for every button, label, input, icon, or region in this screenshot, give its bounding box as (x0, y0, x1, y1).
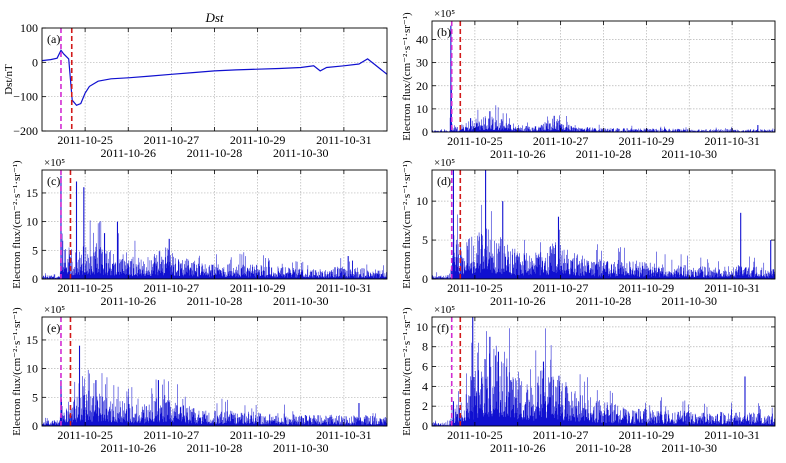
x-tick-label: 2011-10-29 (619, 281, 675, 295)
axis-multiplier: ×10⁵ (434, 304, 455, 316)
x-tick-label: 2011-10-28 (187, 146, 243, 160)
y-tick-label: 100 (20, 21, 38, 35)
y-tick-label: 0 (422, 419, 428, 433)
x-tick-label: 2011-10-26 (100, 146, 156, 160)
y-tick-label: 10 (26, 362, 38, 376)
x-tick-label: 2011-10-30 (661, 441, 717, 455)
x-tick-label: 2011-10-28 (576, 294, 632, 308)
panel-d: 05102011-10-252011-10-262011-10-272011-1… (401, 157, 775, 308)
chart-title: Dst (204, 10, 223, 25)
y-tick-label: 0 (32, 272, 38, 286)
x-tick-label: 2011-10-31 (704, 281, 760, 295)
y-tick-label: 30 (416, 56, 428, 70)
y-tick-label: 4 (422, 379, 428, 393)
panel-label: (c) (47, 174, 60, 188)
x-tick-label: 2011-10-27 (533, 281, 589, 295)
x-tick-label: 2011-10-28 (187, 441, 243, 455)
x-tick-label: 2011-10-30 (273, 441, 329, 455)
y-axis-label: Dst/nT (3, 64, 15, 95)
y-tick-label: −100 (13, 90, 38, 104)
y-tick-label: 8 (422, 340, 428, 354)
x-tick-label: 2011-10-25 (447, 428, 503, 442)
y-tick-label: 0 (422, 125, 428, 139)
y-tick-label: 5 (32, 390, 38, 404)
x-tick-label: 2011-10-27 (144, 428, 200, 442)
x-tick-label: 2011-10-27 (144, 281, 200, 295)
x-tick-label: 2011-10-29 (230, 281, 286, 295)
y-tick-label: 20 (416, 79, 428, 93)
panel-e: 0510152011-10-252011-10-262011-10-272011… (11, 304, 387, 455)
panel-label: (f) (437, 321, 449, 335)
axis-multiplier: ×10⁵ (44, 157, 65, 169)
x-tick-label: 2011-10-27 (533, 134, 589, 148)
y-axis-label: Electron flux/(cm⁻²·s⁻¹·sr⁻¹) (401, 307, 413, 436)
x-tick-label: 2011-10-25 (57, 281, 113, 295)
x-tick-label: 2011-10-28 (576, 441, 632, 455)
x-tick-label: 2011-10-30 (273, 294, 329, 308)
panel-b: 0102030402011-10-252011-10-262011-10-272… (401, 8, 775, 161)
panel-label: (b) (437, 25, 451, 39)
x-tick-label: 2011-10-27 (533, 428, 589, 442)
y-axis-label: Electron flux/(cm⁻²·s⁻¹·sr⁻¹) (401, 12, 413, 141)
x-tick-label: 2011-10-25 (57, 428, 113, 442)
axis-multiplier: ×10⁵ (44, 304, 65, 316)
x-tick-label: 2011-10-31 (704, 134, 760, 148)
axis-multiplier: ×10⁵ (434, 8, 455, 20)
x-tick-label: 2011-10-30 (661, 294, 717, 308)
x-tick-label: 2011-10-30 (661, 147, 717, 161)
panel-a: 1000−100−2002011-10-252011-10-262011-10-… (3, 10, 387, 160)
x-tick-label: 2011-10-31 (316, 133, 372, 147)
y-tick-label: 40 (416, 33, 428, 47)
y-tick-label: 2 (422, 399, 428, 413)
y-tick-label: 10 (416, 320, 428, 334)
axis-multiplier: ×10⁵ (434, 157, 455, 169)
x-tick-label: 2011-10-29 (619, 428, 675, 442)
panel-c: 0510152011-10-252011-10-262011-10-272011… (11, 157, 387, 308)
y-tick-label: 0 (32, 419, 38, 433)
x-tick-label: 2011-10-29 (230, 428, 286, 442)
x-tick-label: 2011-10-25 (57, 133, 113, 147)
y-tick-label: 10 (26, 215, 38, 229)
y-tick-label: 15 (26, 333, 38, 347)
y-tick-label: 5 (422, 233, 428, 247)
x-tick-label: 2011-10-27 (144, 133, 200, 147)
y-tick-label: 10 (416, 194, 428, 208)
y-tick-label: 0 (422, 272, 428, 286)
x-tick-label: 2011-10-30 (273, 146, 329, 160)
figure-canvas: 1000−100−2002011-10-252011-10-262011-10-… (0, 0, 786, 463)
x-tick-label: 2011-10-29 (619, 134, 675, 148)
panel-label: (e) (47, 321, 60, 335)
y-axis-label: Electron flux/(cm⁻²·s⁻¹·sr⁻¹) (11, 160, 23, 289)
y-tick-label: 0 (32, 55, 38, 69)
x-tick-label: 2011-10-29 (230, 133, 286, 147)
y-tick-label: −200 (13, 124, 38, 138)
y-tick-label: 10 (416, 102, 428, 116)
y-tick-label: 15 (26, 186, 38, 200)
y-tick-label: 5 (32, 243, 38, 257)
panel-label: (d) (437, 174, 451, 188)
x-tick-label: 2011-10-31 (316, 281, 372, 295)
y-tick-label: 6 (422, 360, 428, 374)
x-tick-label: 2011-10-28 (187, 294, 243, 308)
panel-f: 02468102011-10-252011-10-262011-10-27201… (401, 304, 775, 455)
x-tick-label: 2011-10-26 (100, 294, 156, 308)
x-tick-label: 2011-10-31 (704, 428, 760, 442)
x-tick-label: 2011-10-28 (576, 147, 632, 161)
y-axis-label: Electron flux/(cm⁻²·s⁻¹·sr⁻¹) (401, 160, 413, 289)
y-axis-label: Electron flux/(cm⁻²·s⁻¹·sr⁻¹) (11, 307, 23, 436)
panel-label: (a) (47, 32, 60, 46)
x-tick-label: 2011-10-26 (490, 147, 546, 161)
x-tick-label: 2011-10-31 (316, 428, 372, 442)
x-tick-label: 2011-10-26 (490, 441, 546, 455)
x-tick-label: 2011-10-25 (447, 134, 503, 148)
x-tick-label: 2011-10-25 (447, 281, 503, 295)
x-tick-label: 2011-10-26 (100, 441, 156, 455)
x-tick-label: 2011-10-26 (490, 294, 546, 308)
